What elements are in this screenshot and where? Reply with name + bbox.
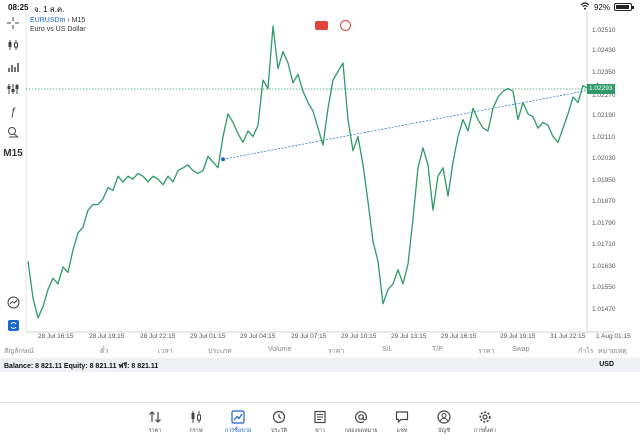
nav-account[interactable]: บัญชี [426,409,462,435]
price-tick: 1.02190 [592,112,616,119]
history-icon [261,409,297,425]
nav-label: การซื้อขาย [224,428,252,434]
battery-icon [614,3,634,11]
indicators-icon[interactable] [4,82,22,98]
price-tick: 1.02110 [592,134,616,141]
symbol-code[interactable]: EURUSDm [30,17,66,24]
price-tick: 1.01870 [592,198,616,205]
time-tick: 29 Jul 10:15 [341,333,377,340]
nav-mailbox[interactable]: กล่องจดหมาย [343,409,379,435]
price-tick: 1.02430 [592,47,616,54]
col-current-price[interactable]: ราคา [478,348,495,355]
time-tick: 29 Jul 07:15 [291,333,327,340]
at-icon [343,409,379,425]
trade-chart-icon [220,409,256,425]
price-tick: 1.02030 [592,155,616,162]
nav-label: กล่องจดหมาย [344,428,378,434]
price-tick: 1.02510 [592,27,616,34]
price-tick: 1.02270 [592,92,616,99]
clock: 08:25 [8,3,29,12]
col-time[interactable]: เวลา [158,348,173,355]
nav-chart[interactable]: กราฟ [178,409,214,435]
candles-icon [178,409,214,425]
price-tick: 1.01790 [592,220,616,227]
account-icon [426,409,462,425]
price-tick: 1.01630 [592,263,616,270]
nav-chat[interactable]: แชท [384,409,420,435]
time-tick: 29 Jul 19:15 [500,333,536,340]
objects-icon[interactable] [4,125,22,141]
status-right: 92% [580,2,634,12]
time-tick: 29 Jul 13:15 [391,333,427,340]
time-tick: 28 Jul 16:15 [38,333,74,340]
nav-label: ราคา [148,428,162,434]
nav-label: ประวัติ [270,428,288,434]
wifi-icon [580,2,590,12]
bottom-nav: ราคา กราฟ การซื้อขาย ประวัติ ข่าว กล่องจ… [0,402,640,447]
nav-label: ข่าว [315,428,325,434]
battery-percent: 92% [593,2,610,12]
one-click-trading-icon[interactable] [4,318,22,334]
nav-label: การตั้งค่า [473,428,497,434]
account-currency: USD [599,361,614,368]
chart-header: EURUSDm › M15 Euro vs US Dollar [30,16,86,34]
sell-toggle-icon[interactable] [315,21,328,30]
trade-table-header: สัญลักษณ์ ตั๋ว เวลา ประเภท Volume ราคา S… [0,344,640,356]
timeframe-button[interactable]: M15 [3,148,23,159]
left-toolbar: ƒ M15 [0,12,26,337]
balance-bar: Balance: 8 821.11 Equity: 8 821.11 ฟรี: … [0,358,640,372]
one-click-circle-icon[interactable] [340,20,351,31]
trade-levels-icon[interactable] [4,295,22,311]
time-tick: 28 Jul 19:15 [89,333,125,340]
col-profit[interactable]: กำไร [578,348,594,355]
settings-icon [467,409,503,425]
nav-label: แชท [396,428,408,434]
chart-timeframe: M15 [71,17,86,24]
price-tick: 1.02350 [592,69,616,76]
price-chart[interactable]: EURUSDm › M15 Euro vs US Dollar [26,12,614,337]
price-tick: 1.01550 [592,284,616,291]
chevron-right-icon: › [65,17,72,24]
col-ticket[interactable]: ตั๋ว [100,348,109,355]
chat-icon [384,409,420,425]
col-comment[interactable]: หมายเหตุ [598,348,627,355]
time-tick: 1 Aug 01:15 [596,333,631,340]
price-tick: 1.01710 [592,241,616,248]
symbol-description: Euro vs US Dollar [30,26,86,33]
col-symbol[interactable]: สัญลักษณ์ [4,348,34,355]
nav-trade[interactable]: การซื้อขาย [220,409,256,435]
nav-quotes[interactable]: ราคา [137,409,173,435]
price-tick: 1.01470 [592,306,616,313]
balance-text: Balance: 8 821.11 Equity: 8 821.11 ฟรี: … [4,363,159,370]
col-volume[interactable]: Volume [268,346,292,353]
function-icon[interactable]: ƒ [9,106,17,118]
col-price[interactable]: ราคา [328,348,345,355]
time-tick: 31 Jul 22:15 [550,333,586,340]
date: จ. 1 ส.ค. [34,5,65,14]
time-tick: 29 Jul 16:15 [441,333,477,340]
status-bar: 08:25 จ. 1 ส.ค. 92% [0,0,640,14]
current-price-tag: 1.02293 [587,84,615,94]
nav-label: กราฟ [189,428,203,434]
nav-news[interactable]: ข่าว [302,409,338,435]
nav-history[interactable]: ประวัติ [261,409,297,435]
arrows-updown-icon [137,409,173,425]
col-type[interactable]: ประเภท [208,348,232,355]
news-icon [302,409,338,425]
time-tick: 29 Jul 04:15 [240,333,276,340]
col-tp[interactable]: T/P [432,346,443,353]
time-tick: 28 Jul 22:15 [140,333,176,340]
nav-settings[interactable]: การตั้งค่า [467,409,503,435]
time-tick: 29 Jul 01:15 [190,333,226,340]
crosshair-icon[interactable] [4,16,22,32]
price-tick: 1.01950 [592,177,616,184]
candlestick-icon[interactable] [4,38,22,54]
bar-chart-icon[interactable] [4,60,22,76]
col-swap[interactable]: Swap [512,346,530,353]
nav-label: บัญชี [438,428,450,434]
col-sl[interactable]: S/L [382,346,393,353]
